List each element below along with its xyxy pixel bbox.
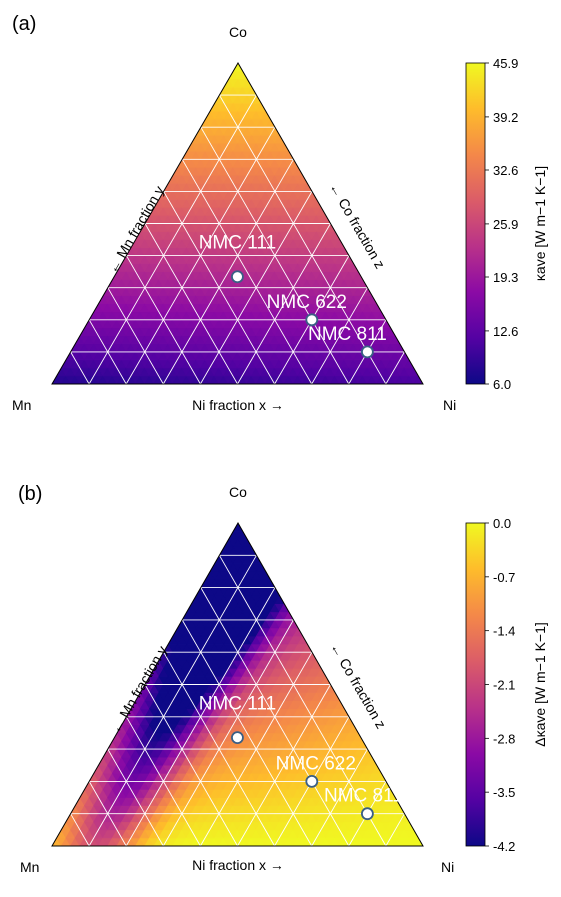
- composition-point: [231, 270, 244, 284]
- heatmap-field: [52, 523, 423, 846]
- colorbar-tick-label: 32.6: [493, 163, 518, 178]
- grid-line-ni: [385, 351, 405, 385]
- grid-line-mn: [126, 255, 201, 385]
- ternary-plot-b: NMC 111 NMC 622 NMC 811: [51, 521, 424, 847]
- vertex-mn-a: Mn: [12, 397, 31, 413]
- colorbar-tick-label: -4.2: [493, 839, 515, 854]
- colorbar-tick-label: -2.1: [493, 678, 515, 693]
- grid-line-mn: [219, 94, 387, 385]
- point-label: NMC 622: [267, 292, 347, 313]
- grid-line-ni: [88, 94, 257, 385]
- heatmap-cell: [232, 63, 244, 72]
- ternary-grid: [70, 94, 405, 385]
- colorbar-tick-label: -0.7: [493, 570, 515, 585]
- ternary-plot-a: NMC 111 NMC 622 NMC 811: [51, 62, 424, 385]
- grid-line-ni: [162, 159, 294, 385]
- point-label: NMC 811: [308, 324, 387, 345]
- vertex-co-b: Co: [229, 484, 247, 500]
- colorbar-a: 6.0 12.6 19.3 25.9 32.6 39.2 45.9 κave [W m−1 K…: [465, 56, 548, 392]
- grid-line-ni: [311, 287, 368, 385]
- vertex-mn-b: Mn: [20, 859, 39, 875]
- colorbar-label: κave [W m−1 K−1]: [532, 166, 548, 281]
- colorbar-tick-label: 12.6: [493, 324, 518, 339]
- composition-point: [305, 313, 319, 327]
- grid-line-ni: [237, 223, 331, 385]
- colorbar-tick-label: 6.0: [493, 377, 511, 392]
- grid-line-mn: [181, 159, 313, 385]
- axis-label-ni-b: Ni fraction x →: [192, 857, 284, 873]
- colorbar-b: 0.0 -0.7 -1.4 -2.1 -2.8 -3.5 -4.2 Δκave [W m−1 …: [465, 516, 548, 854]
- grid-line-mn: [88, 319, 127, 385]
- colorbar-tick-label: 39.2: [493, 110, 518, 125]
- colorbar-tick-label: -2.8: [493, 731, 515, 746]
- grid-line-mn: [107, 287, 164, 385]
- grid-line-mn: [70, 351, 90, 385]
- colorbar-tick-label: 25.9: [493, 217, 518, 232]
- colorbar-gradient: [465, 522, 486, 847]
- colorbar-tick-label: -1.4: [493, 624, 515, 639]
- colorbar-tick-label: 19.3: [493, 270, 518, 285]
- colorbar-label: Δκave [W m−1 K−1]: [532, 622, 548, 747]
- colorbar-tick-label: 0.0: [493, 516, 511, 531]
- axis-label-ni-a: Ni fraction x →: [192, 397, 284, 413]
- point-label: NMC 811: [324, 786, 403, 807]
- composition-point: [305, 775, 319, 788]
- vertex-ni-b: Ni: [441, 859, 454, 875]
- composition-point: [360, 345, 374, 359]
- vertex-co-a: Co: [229, 24, 247, 40]
- vertex-ni-a: Ni: [443, 397, 456, 413]
- point-label: NMC 111: [199, 233, 276, 254]
- heatmap-cell: [232, 523, 244, 532]
- ternary-outline: [51, 62, 424, 385]
- grid-line-mn: [144, 223, 238, 385]
- colorbar-tick-label: 45.9: [493, 56, 518, 71]
- colorbar-tick-label: -3.5: [493, 785, 515, 800]
- panel-a-label: (a): [12, 13, 36, 35]
- composition-point: [231, 731, 244, 744]
- panel-b-label: (b): [18, 483, 42, 505]
- point-label: NMC 111: [199, 694, 276, 715]
- composition-point: [360, 807, 374, 821]
- point-label: NMC 622: [276, 753, 356, 774]
- colorbar-gradient: [465, 62, 486, 385]
